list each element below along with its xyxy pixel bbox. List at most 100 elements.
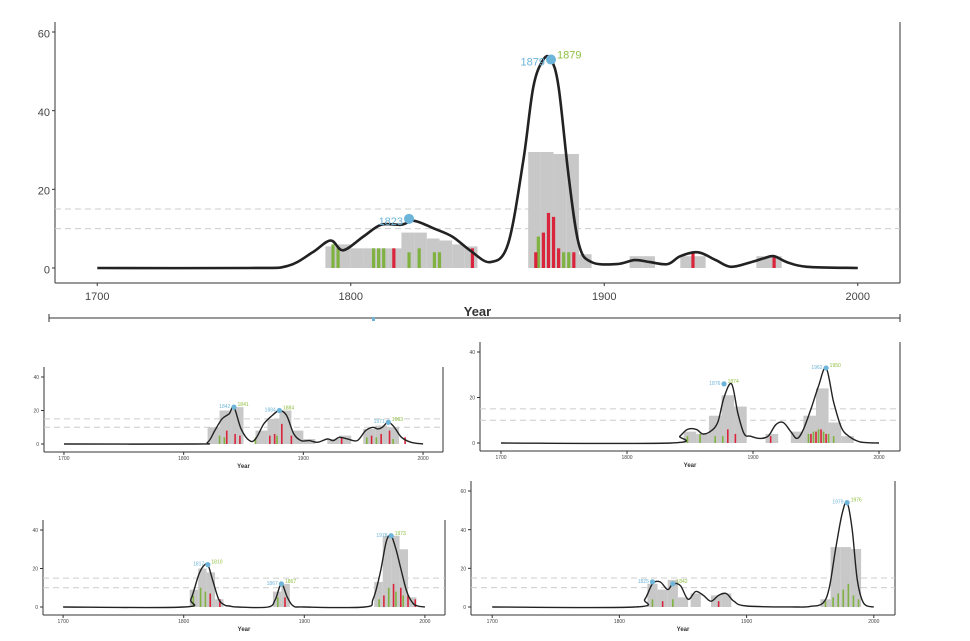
histogram-bar [198, 568, 207, 607]
event-bar-red [219, 599, 221, 607]
y-tick-label: 40 [33, 375, 39, 381]
chart-small-bottom-left: 1817 1810 1867 1867 1978 1973 0 20 40 1700 1800 190… [32, 520, 446, 633]
event-bar-green [407, 252, 411, 268]
event-bar-red [734, 433, 737, 443]
x-tick-label: 1800 [621, 455, 632, 461]
chart-small-top-left: 1842 1841 1884 1884 1971 1963 0 20 40 1700 1800 190… [33, 367, 444, 470]
x-tick-label: 1700 [85, 291, 109, 303]
peak-label-blue: 1867 [267, 581, 278, 587]
event-bar-red [392, 583, 395, 607]
event-bar-red [772, 256, 776, 268]
peak-marker [670, 581, 676, 587]
density-curve [97, 54, 858, 270]
histogram-bar [756, 256, 770, 268]
chart-small-top-right: 1876 1874 1962 1950 0 20 40 1700 1800 1900 2000 Yea… [469, 342, 901, 469]
x-tick-label: 1700 [58, 456, 69, 462]
event-bar-red [661, 601, 664, 607]
histogram-bar [680, 256, 693, 268]
x-tick-label: 2000 [846, 291, 870, 303]
event-bar-green [432, 252, 437, 268]
event-bar-green [832, 436, 835, 443]
event-bar-red [470, 248, 475, 268]
event-bar-green [276, 597, 279, 607]
event-bar-green [721, 436, 724, 443]
event-bar-green [842, 589, 845, 607]
histogram-bar [830, 547, 841, 607]
peak-marker [231, 404, 237, 410]
histogram-bar [696, 433, 709, 443]
peak-label-green: 1973 [395, 531, 406, 537]
event-bar-red [269, 435, 271, 444]
histogram-bar [281, 583, 290, 607]
peak-label-green: 1963 [392, 417, 403, 423]
event-bar-green [276, 435, 278, 444]
y-tick-label: 40 [32, 528, 38, 534]
event-bar-green [852, 595, 855, 607]
peak-marker [385, 419, 391, 425]
histogram-bar [578, 254, 592, 268]
event-bar-red [209, 593, 212, 607]
event-bar-green [223, 437, 226, 444]
event-bar-green [837, 593, 839, 607]
event-bar-red [380, 433, 382, 444]
peak-label-blue: 1825 [638, 579, 649, 585]
peak-label-blue: 1884 [265, 408, 276, 414]
event-bar-green [371, 248, 376, 268]
event-bar-green [672, 599, 674, 607]
event-bar-green [336, 248, 340, 268]
y-tick-label: 40 [460, 528, 466, 534]
y-tick-label: 40 [469, 350, 475, 356]
histogram-bar [721, 593, 732, 607]
event-bar-red [234, 433, 236, 444]
histogram-bar [339, 435, 352, 444]
peak-label-blue: 1979 [832, 500, 843, 506]
density-curve [63, 405, 424, 445]
x-axis-label: Year [684, 463, 697, 469]
y-tick-label: 60 [38, 28, 50, 40]
y-tick-label: 20 [469, 396, 475, 402]
x-tick-label: 2000 [417, 456, 428, 462]
histogram-bar [279, 410, 292, 444]
x-tick-label: 1800 [178, 456, 189, 462]
histogram-bar [683, 431, 697, 443]
y-tick-label: 0 [44, 264, 50, 276]
event-bar-green [387, 587, 390, 607]
event-bar-red [691, 252, 695, 268]
event-bar-green [254, 437, 257, 444]
x-tick-label: 1900 [298, 456, 309, 462]
histogram-bar [667, 579, 678, 607]
histogram-bar [401, 232, 415, 268]
peak-label-green: 1867 [285, 579, 296, 585]
histogram-bar [629, 256, 643, 268]
histogram-bar [207, 427, 220, 444]
event-bar-green [651, 599, 654, 607]
x-tick-label: 1800 [178, 619, 189, 625]
histogram-bar [303, 438, 316, 444]
peak-marker [546, 54, 557, 65]
peak-label-blue: 1842 [219, 404, 230, 410]
event-bar-green [218, 435, 221, 444]
y-tick-label: 40 [38, 107, 50, 119]
histogram-bar [553, 153, 567, 268]
peak-label-green: 1950 [830, 363, 841, 369]
peak-label-green: 1884 [283, 406, 294, 412]
event-bar-green [832, 597, 834, 607]
event-bar-green [437, 252, 442, 268]
histogram-bar [677, 597, 689, 607]
x-tick-label: 1800 [614, 619, 625, 625]
event-bar-red [239, 435, 241, 444]
event-bar-green [714, 436, 716, 443]
histogram-bar [840, 547, 851, 607]
event-bar-green [699, 433, 701, 443]
chart-main: 1879 1879 1823 0 20 40 60 1700 1800 1900 2000 Year [38, 22, 901, 319]
y-tick-label: 20 [32, 567, 38, 573]
event-bar-green [824, 601, 827, 607]
peak-label-green: 1842 [676, 579, 687, 585]
peak-marker [844, 500, 850, 506]
density-curve [500, 366, 880, 445]
event-bar-green [827, 433, 830, 443]
peak-label-blue: 1962 [811, 365, 822, 371]
histogram-bar [828, 422, 842, 443]
chart-small-bottom-right: 1825 1842 1979 1976 0 20 40 60 1700 1800 1900 2000 Y… [460, 481, 896, 633]
